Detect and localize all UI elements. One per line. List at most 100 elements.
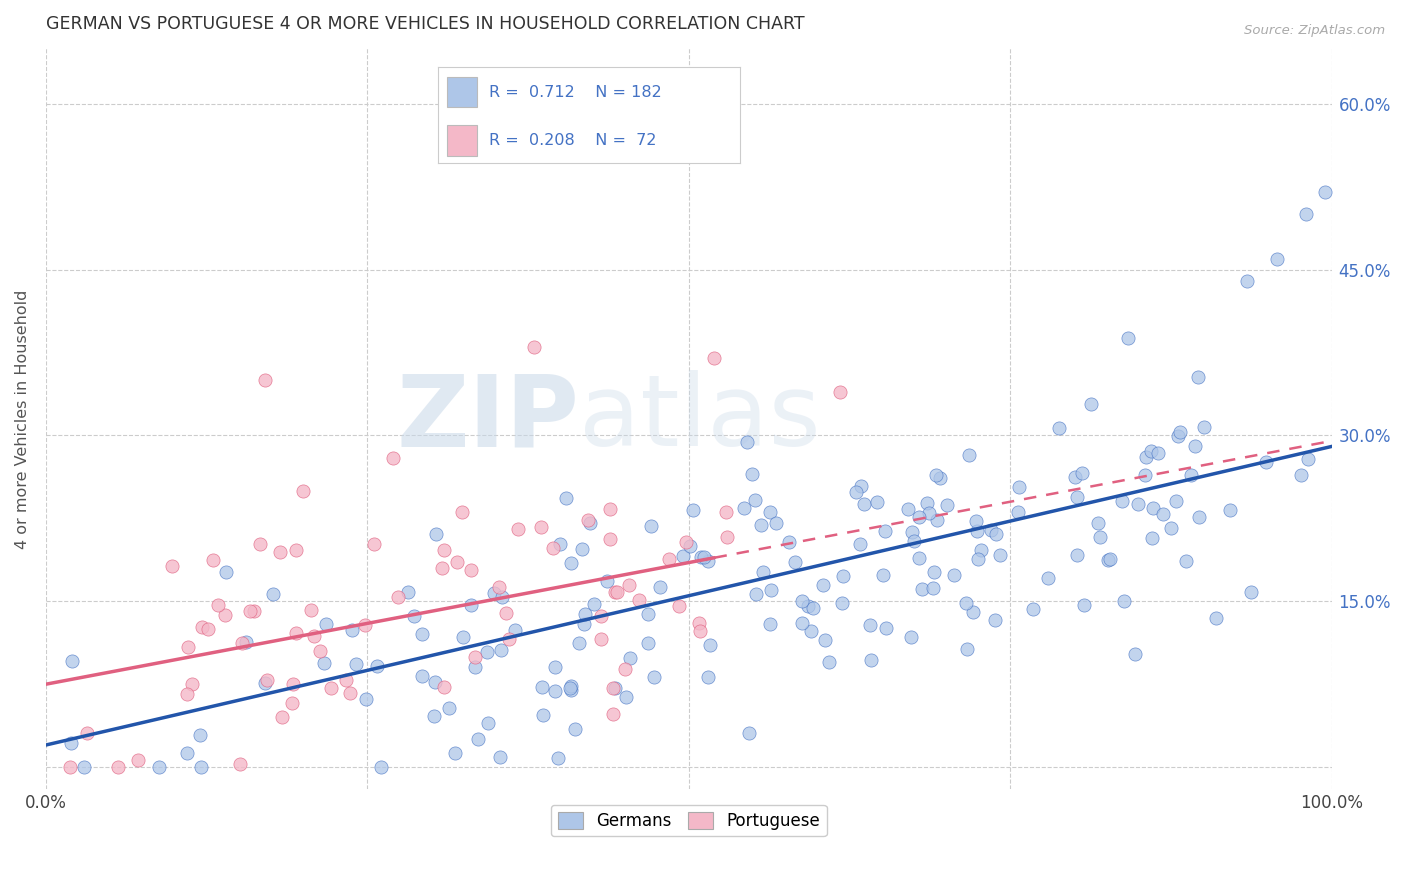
Point [984, 613, 1007, 627]
Point [544, 683, 567, 698]
Point [572, 617, 595, 632]
Point [560, 683, 582, 698]
Point [433, 542, 456, 557]
Point [582, 597, 605, 611]
Point [1140, 443, 1163, 458]
Point [176, 687, 198, 701]
Point [1126, 497, 1149, 511]
Point [744, 493, 766, 508]
Point [675, 534, 697, 549]
Point [568, 635, 591, 649]
Text: atlas: atlas [579, 370, 821, 467]
Point [256, 673, 278, 687]
Point [1007, 505, 1029, 519]
Point [1123, 647, 1146, 661]
Point [693, 550, 716, 565]
Point [1180, 467, 1202, 482]
Point [281, 696, 304, 710]
Point [875, 621, 897, 635]
Point [1090, 530, 1112, 544]
Point [689, 624, 711, 638]
Point [482, 586, 505, 600]
Point [242, 603, 264, 617]
Point [284, 626, 307, 640]
Point [404, 609, 426, 624]
Point [703, 351, 725, 365]
Point [697, 670, 720, 684]
Point [744, 587, 766, 601]
Point [319, 681, 342, 695]
Point [446, 555, 468, 569]
Point [1192, 419, 1215, 434]
Point [422, 709, 444, 723]
Point [579, 516, 602, 530]
Point [1066, 491, 1088, 505]
Point [464, 649, 486, 664]
Point [801, 601, 824, 615]
Point [574, 607, 596, 621]
Point [735, 434, 758, 449]
Point [1219, 503, 1241, 517]
Point [602, 681, 624, 695]
Point [714, 505, 737, 519]
Point [591, 632, 613, 646]
Point [935, 499, 957, 513]
Point [284, 542, 307, 557]
Point [965, 514, 987, 528]
Point [262, 587, 284, 601]
Text: GERMAN VS PORTUGUESE 4 OR MORE VEHICLES IN HOUSEHOLD CORRELATION CHART: GERMAN VS PORTUGUESE 4 OR MORE VEHICLES … [46, 15, 804, 33]
Point [354, 692, 377, 706]
Point [1184, 439, 1206, 453]
Point [191, 620, 214, 634]
Point [741, 467, 763, 481]
Point [650, 580, 672, 594]
Point [872, 568, 894, 582]
Point [214, 608, 236, 623]
Point [60, 654, 83, 668]
Point [1295, 207, 1317, 221]
Point [596, 574, 619, 588]
Point [1080, 397, 1102, 411]
Point [792, 594, 814, 608]
Point [640, 519, 662, 533]
Point [599, 532, 621, 546]
Point [832, 568, 855, 582]
Point [344, 657, 367, 671]
Point [127, 753, 149, 767]
Point [617, 578, 640, 592]
Point [1236, 274, 1258, 288]
Point [495, 606, 517, 620]
Point [73, 760, 96, 774]
Point [498, 632, 520, 646]
Point [107, 760, 129, 774]
Point [315, 617, 337, 632]
Point [1167, 429, 1189, 443]
Point [908, 510, 931, 524]
Point [207, 598, 229, 612]
Point [955, 596, 977, 610]
Point [1254, 455, 1277, 469]
Point [911, 582, 934, 597]
Point [1187, 370, 1209, 384]
Point [1152, 507, 1174, 521]
Point [460, 599, 482, 613]
Point [637, 607, 659, 622]
Point [790, 615, 813, 630]
Point [970, 542, 993, 557]
Point [1135, 450, 1157, 465]
Point [1073, 599, 1095, 613]
Point [560, 556, 582, 570]
Point [628, 592, 651, 607]
Point [967, 551, 990, 566]
Point [177, 640, 200, 654]
Point [925, 513, 948, 527]
Point [353, 618, 375, 632]
Point [688, 616, 710, 631]
Point [430, 561, 453, 575]
Point [76, 726, 98, 740]
Point [411, 669, 433, 683]
Point [900, 630, 922, 644]
Point [817, 656, 839, 670]
Point [197, 623, 219, 637]
Point [605, 585, 627, 599]
